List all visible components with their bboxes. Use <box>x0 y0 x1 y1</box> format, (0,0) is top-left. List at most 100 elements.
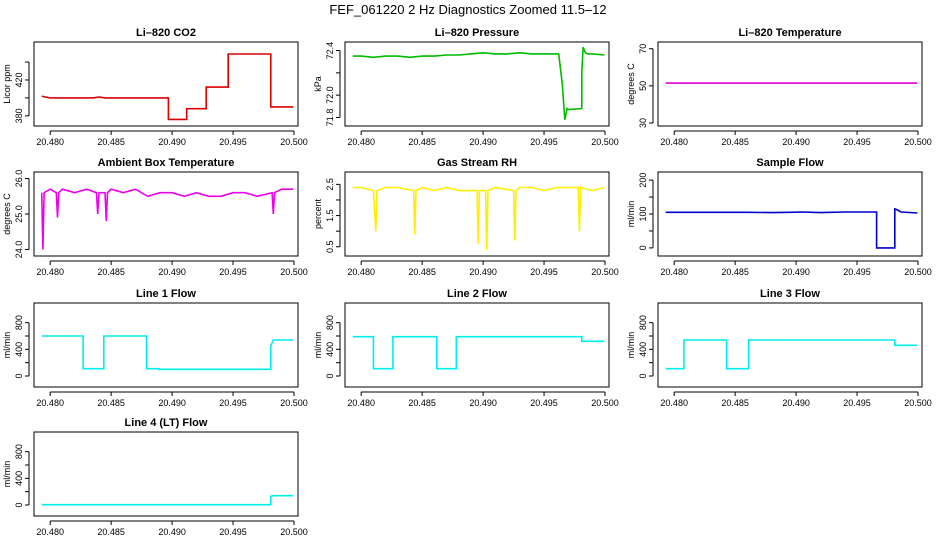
panel-6: Sample Flow 20.480 20.485 20.490 20.495 20.50… <box>626 157 932 277</box>
plot-frame <box>33 41 299 127</box>
x-tick-label: 20.500 <box>280 137 308 147</box>
x-axis: 20.480 20.485 20.490 20.495 20.500 <box>347 260 619 277</box>
x-tick-label: 20.480 <box>660 137 688 147</box>
series-line-1 <box>352 186 605 250</box>
x-tick-label: 20.490 <box>158 527 186 537</box>
y-axis-label: ml/min <box>626 201 636 228</box>
x-tick-label: 20.490 <box>782 398 810 408</box>
x-tick-label: 20.490 <box>158 137 186 147</box>
x-axis: 20.480 20.485 20.490 20.495 20.500 <box>36 260 308 277</box>
series-line-1 <box>41 494 294 506</box>
y-tick-label: 72.4 <box>325 42 335 60</box>
x-tick-label: 20.480 <box>347 398 375 408</box>
y-axis-label: ml/min <box>2 461 12 488</box>
panel-title: Li–820 Pressure <box>435 27 519 39</box>
y-tick-label: 800 <box>14 315 24 330</box>
y-tick-label: 0 <box>14 502 24 507</box>
figure-title: FEF_061220 2 Hz Diagnostics Zoomed 11.5–… <box>329 2 606 17</box>
x-tick-label: 20.480 <box>660 267 688 277</box>
y-tick-label: 26.0 <box>14 170 24 188</box>
y-axis: 24.0 25.0 26.0 <box>14 170 30 258</box>
y-tick-label: 400 <box>14 342 24 357</box>
panel-4: Ambient Box Temperature 20.480 20.485 20.49… <box>2 157 308 277</box>
y-tick-label: 71.8 <box>325 109 335 127</box>
panel-title: Line 2 Flow <box>447 288 507 300</box>
x-tick-label: 20.495 <box>843 267 871 277</box>
y-tick-label: 0 <box>14 373 24 378</box>
y-tick-label: 0 <box>638 245 648 250</box>
y-axis: 380 420 <box>14 61 30 123</box>
panel-1: Li–820 CO2 20.480 20.485 20.490 20.495 20.500… <box>2 27 308 147</box>
x-tick-label: 20.500 <box>280 267 308 277</box>
x-tick-label: 20.500 <box>591 267 619 277</box>
y-axis: 0 400 800 <box>325 315 341 379</box>
x-tick-label: 20.495 <box>219 267 247 277</box>
panel-title: Li–820 Temperature <box>738 27 841 39</box>
x-tick-label: 20.485 <box>97 137 125 147</box>
x-axis: 20.480 20.485 20.490 20.495 20.500 <box>347 391 619 408</box>
y-tick-label: 420 <box>14 72 24 87</box>
x-tick-label: 20.485 <box>97 527 125 537</box>
x-tick-label: 20.485 <box>408 137 436 147</box>
panel-title: Line 3 Flow <box>760 288 820 300</box>
x-tick-label: 20.500 <box>280 527 308 537</box>
x-tick-label: 20.485 <box>721 398 749 408</box>
x-axis: 20.480 20.485 20.490 20.495 20.500 <box>660 260 932 277</box>
series-line-1 <box>41 335 294 371</box>
x-tick-label: 20.490 <box>782 137 810 147</box>
x-tick-label: 20.485 <box>408 267 436 277</box>
plot-frame <box>657 41 923 127</box>
series-line-1 <box>40 188 294 250</box>
plot-frame <box>657 171 923 257</box>
series-line-1 <box>352 335 605 370</box>
x-tick-label: 20.490 <box>158 267 186 277</box>
x-tick-label: 20.500 <box>280 398 308 408</box>
y-axis: 0 100 200 <box>638 173 654 250</box>
y-tick-label: 0 <box>325 373 335 378</box>
x-tick-label: 20.485 <box>97 398 125 408</box>
y-tick-label: 70 <box>638 44 648 54</box>
x-axis: 20.480 20.485 20.490 20.495 20.500 <box>660 391 932 408</box>
y-axis-label: ml/min <box>313 332 323 359</box>
x-tick-label: 20.500 <box>591 137 619 147</box>
y-tick-label: 50 <box>638 81 648 91</box>
y-axis: 30 50 70 <box>638 44 654 128</box>
y-tick-label: 100 <box>638 206 648 221</box>
series-line-1 <box>665 207 918 249</box>
panel-title: Gas Stream RH <box>437 157 517 169</box>
x-axis: 20.480 20.485 20.490 20.495 20.500 <box>36 520 308 537</box>
y-tick-label: 72.0 <box>325 86 335 104</box>
x-tick-label: 20.485 <box>721 137 749 147</box>
x-tick-label: 20.485 <box>721 267 749 277</box>
plot-frame <box>344 41 610 127</box>
y-tick-label: 2.5 <box>325 178 335 191</box>
panel-title: Li–820 CO2 <box>136 27 196 39</box>
y-axis-label: Licor ppm <box>2 64 12 104</box>
x-tick-label: 20.500 <box>904 398 932 408</box>
y-axis-label: percent <box>313 198 323 229</box>
x-tick-label: 20.495 <box>530 398 558 408</box>
y-tick-label: 800 <box>14 444 24 459</box>
y-tick-label: 200 <box>638 173 648 188</box>
panel-9: Line 3 Flow 20.480 20.485 20.490 20.495 20.50… <box>626 288 932 408</box>
panel-8: Line 2 Flow 20.480 20.485 20.490 20.495 20.50… <box>313 288 619 408</box>
y-tick-label: 380 <box>14 108 24 123</box>
x-tick-label: 20.480 <box>660 398 688 408</box>
y-tick-label: 400 <box>638 342 648 357</box>
x-tick-label: 20.480 <box>36 137 64 147</box>
panel-10: Line 4 (LT) Flow 20.480 20.485 20.490 20.495… <box>2 417 308 537</box>
x-tick-label: 20.495 <box>843 398 871 408</box>
y-axis: 0 400 800 <box>14 444 30 508</box>
y-tick-label: 400 <box>14 471 24 486</box>
x-tick-label: 20.490 <box>782 267 810 277</box>
plot-frame <box>657 302 923 388</box>
x-tick-label: 20.485 <box>408 398 436 408</box>
panel-title: Line 1 Flow <box>136 288 196 300</box>
x-tick-label: 20.480 <box>347 267 375 277</box>
series-line-1 <box>41 53 294 121</box>
x-tick-label: 20.490 <box>469 398 497 408</box>
x-tick-label: 20.495 <box>530 267 558 277</box>
